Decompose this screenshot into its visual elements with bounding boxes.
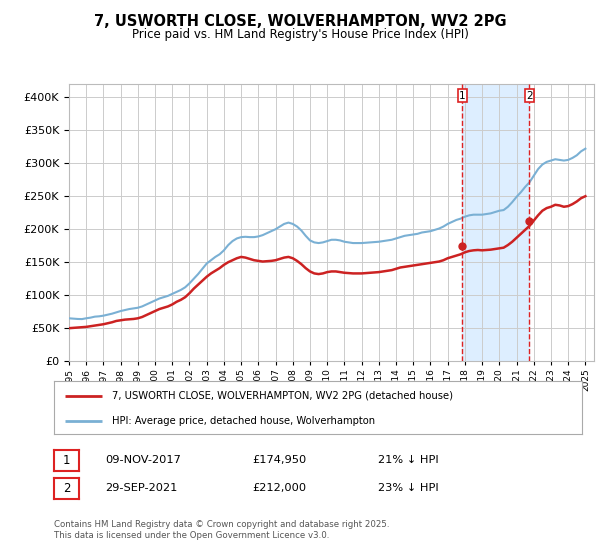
Text: 09-NOV-2017: 09-NOV-2017 xyxy=(105,455,181,465)
Text: 2: 2 xyxy=(63,482,70,495)
Text: 23% ↓ HPI: 23% ↓ HPI xyxy=(378,483,439,493)
Bar xyxy=(463,84,529,361)
Text: 1: 1 xyxy=(63,454,70,467)
Text: HPI: Average price, detached house, Wolverhampton: HPI: Average price, detached house, Wolv… xyxy=(112,416,375,426)
Text: £212,000: £212,000 xyxy=(252,483,306,493)
Text: 7, USWORTH CLOSE, WOLVERHAMPTON, WV2 2PG (detached house): 7, USWORTH CLOSE, WOLVERHAMPTON, WV2 2PG… xyxy=(112,391,453,401)
Text: 29-SEP-2021: 29-SEP-2021 xyxy=(105,483,178,493)
Text: Contains HM Land Registry data © Crown copyright and database right 2025.
This d: Contains HM Land Registry data © Crown c… xyxy=(54,520,389,540)
Text: Price paid vs. HM Land Registry's House Price Index (HPI): Price paid vs. HM Land Registry's House … xyxy=(131,28,469,41)
Text: 1: 1 xyxy=(459,91,466,101)
Text: 21% ↓ HPI: 21% ↓ HPI xyxy=(378,455,439,465)
Text: 2: 2 xyxy=(526,91,533,101)
Text: £174,950: £174,950 xyxy=(252,455,306,465)
Text: 7, USWORTH CLOSE, WOLVERHAMPTON, WV2 2PG: 7, USWORTH CLOSE, WOLVERHAMPTON, WV2 2PG xyxy=(94,14,506,29)
